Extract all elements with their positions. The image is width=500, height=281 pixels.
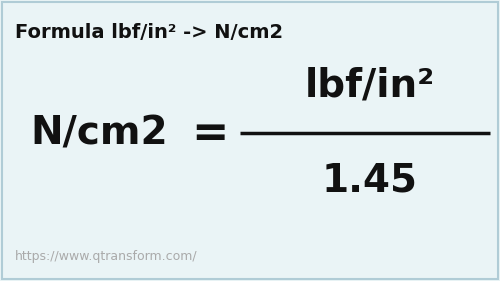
Text: 1.45: 1.45 — [322, 162, 418, 200]
Text: lbf/in²: lbf/in² — [305, 67, 435, 105]
Text: N/cm2: N/cm2 — [30, 114, 168, 152]
Text: =: = — [192, 112, 228, 155]
Text: https://www.qtransform.com/: https://www.qtransform.com/ — [15, 250, 198, 263]
Text: Formula lbf/in² -> N/cm2: Formula lbf/in² -> N/cm2 — [15, 23, 283, 42]
